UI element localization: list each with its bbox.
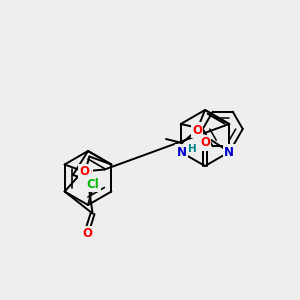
Text: N: N bbox=[177, 146, 187, 158]
Text: Cl: Cl bbox=[87, 178, 99, 190]
Text: O: O bbox=[200, 136, 210, 149]
Text: O: O bbox=[80, 165, 90, 178]
Text: O: O bbox=[83, 227, 93, 240]
Text: O: O bbox=[192, 124, 202, 136]
Text: N: N bbox=[224, 146, 234, 158]
Text: H: H bbox=[188, 144, 197, 154]
Text: O: O bbox=[82, 166, 92, 179]
